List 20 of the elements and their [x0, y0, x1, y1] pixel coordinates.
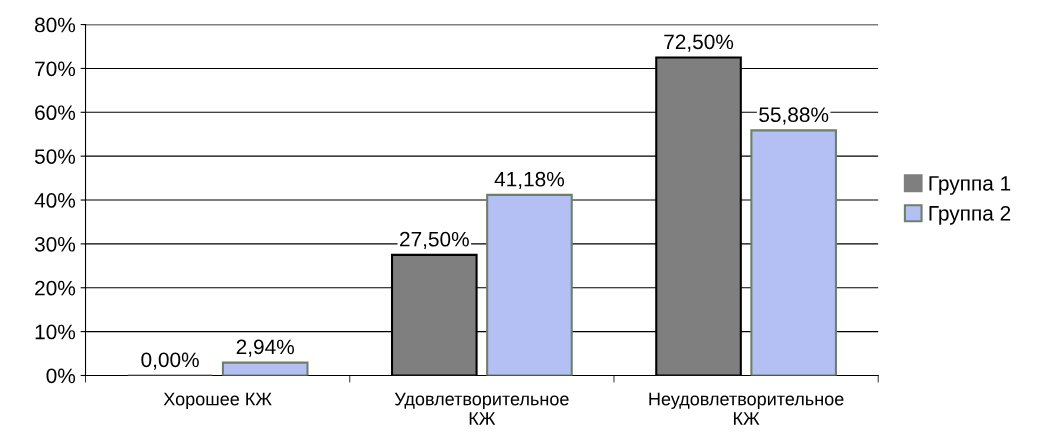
y-tick-label: 40% [34, 193, 76, 208]
y-tick-label: 70% [35, 61, 76, 77]
data-label: 27,50% [400, 231, 469, 250]
x-tick-label: Неудовлетворительное КЖ [649, 392, 844, 425]
y-tick-label: 60% [35, 105, 76, 121]
data-label: 72,50% [664, 34, 734, 52]
data-label: 0,00% [141, 352, 199, 370]
x-tick-label: Хорошее КЖ [163, 392, 272, 409]
data-label: 55,88% [759, 107, 829, 125]
y-tick-label: 20% [35, 280, 76, 296]
y-tick-label: 0% [46, 368, 76, 384]
data-label: 41,18% [494, 171, 565, 190]
y-tick-label: 30% [34, 236, 76, 252]
legend-label: Группа 1 [929, 176, 1011, 195]
x-tick-label: Удовлетворительное КЖ [394, 392, 569, 425]
data-label: 2,94% [236, 339, 294, 357]
y-tick-label: 80% [35, 17, 76, 33]
y-tick-label: 50% [34, 149, 76, 164]
y-tick-label: 10% [35, 324, 76, 340]
legend-label: Группа 2 [929, 205, 1011, 225]
